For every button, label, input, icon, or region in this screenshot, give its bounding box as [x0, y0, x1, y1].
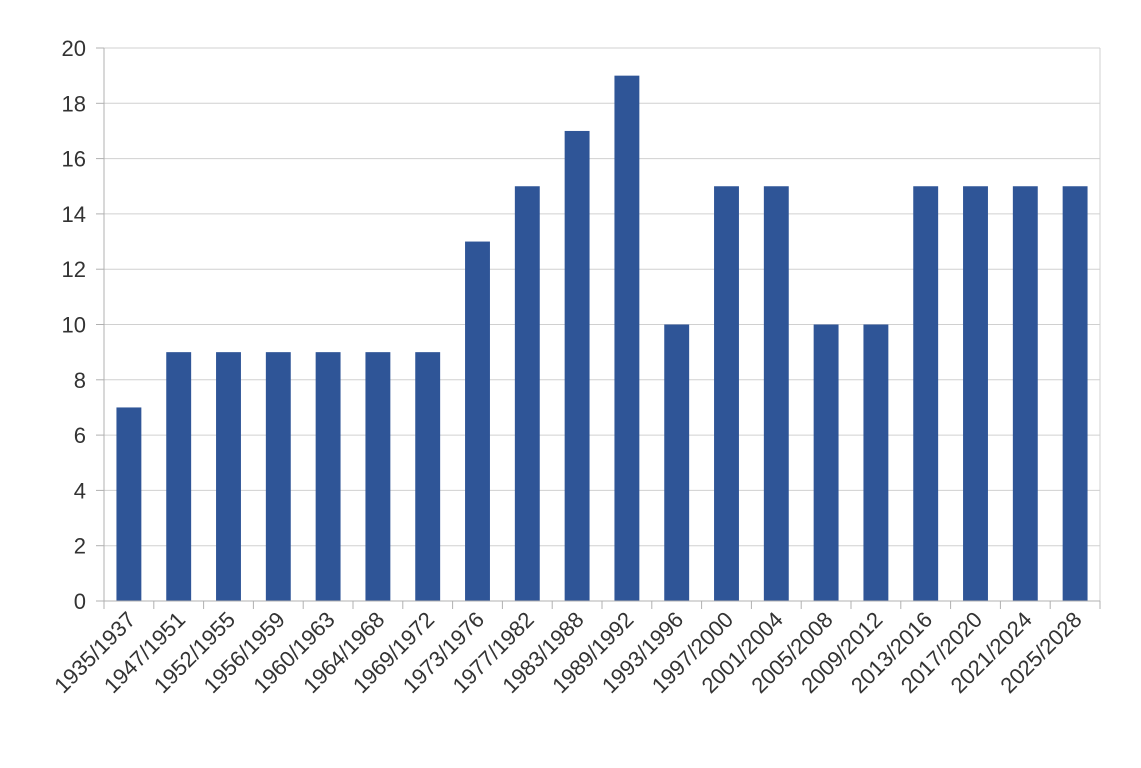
y-tick-label: 8 [74, 368, 86, 393]
bars [116, 75, 1088, 602]
y-tick-label: 2 [74, 534, 86, 559]
bar [116, 407, 142, 601]
y-tick-label: 20 [62, 36, 86, 61]
gridlines [104, 47, 1100, 602]
bar [216, 352, 241, 601]
bar [315, 352, 341, 601]
y-tick-label: 16 [62, 147, 86, 172]
y-tick-label: 4 [74, 478, 86, 503]
bar [514, 186, 540, 601]
bar [813, 324, 839, 601]
bar [166, 352, 192, 601]
bar [614, 75, 640, 601]
bar [664, 324, 690, 601]
bar [265, 352, 291, 601]
axes [96, 47, 1101, 609]
bar [365, 352, 391, 601]
y-tick-label: 18 [62, 91, 86, 116]
bar [714, 186, 739, 601]
bar [415, 352, 441, 601]
bar [1012, 186, 1038, 601]
bar [913, 186, 939, 601]
bar [1062, 186, 1088, 601]
y-tick-label: 6 [74, 423, 86, 448]
bar [963, 186, 988, 601]
y-tick-label: 14 [62, 202, 86, 227]
bar [763, 186, 789, 601]
y-tick-label: 10 [62, 313, 86, 338]
bar [564, 130, 590, 601]
bar [863, 324, 889, 601]
y-tick-label: 0 [74, 589, 86, 614]
bar [465, 241, 490, 602]
y-tick-label: 12 [62, 257, 86, 282]
